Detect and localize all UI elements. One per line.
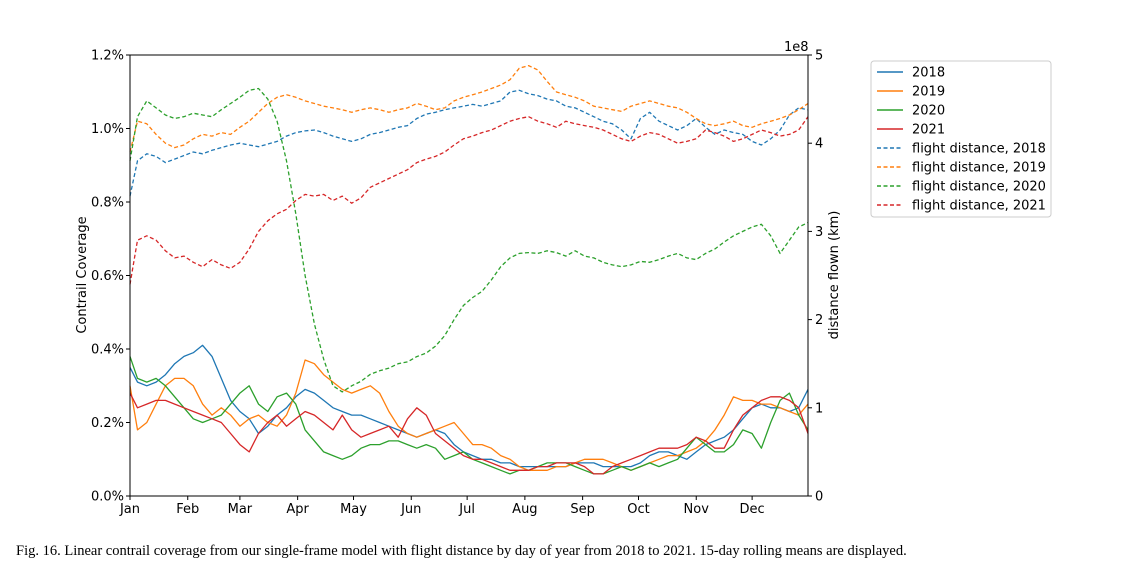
series-line-4 [129,89,809,197]
legend-label-4: flight distance, 2018 [912,142,1046,157]
legend: 2018 2019 2020 2021 flight distance, 2018 fli… [870,60,1052,218]
y-left-tick-label-0: 0.0% [91,490,124,505]
series-line-6 [129,87,809,393]
series-layer [129,64,809,475]
legend-label-2: 2020 [912,104,945,119]
y-axis-right-label: distance flown (km) [827,211,842,340]
x-tick-label-5: Jun [400,502,421,517]
y-left-tick-label-6: 1.2% [91,49,124,64]
x-tick-label-7: Aug [512,502,537,517]
x-tick-label-0: Jan [119,502,140,517]
legend-box [870,60,1052,218]
legend-label-6: flight distance, 2020 [912,180,1046,195]
series-line-3 [129,392,809,475]
x-tick-label-1: Feb [176,502,199,517]
legend-label-7: flight distance, 2021 [912,199,1046,214]
x-axis: Jan Feb Mar Apr May Jun Jul Aug Sep Oct Nov Dec [119,496,765,517]
series-line-7 [129,116,809,285]
legend-label-0: 2018 [912,66,945,81]
y-left-tick-label-2: 0.4% [91,343,124,358]
x-tick-label-2: Mar [228,502,253,517]
legend-label-1: 2019 [912,85,945,100]
x-tick-label-6: Jul [458,502,475,517]
x-tick-label-8: Sep [570,502,595,517]
x-tick-label-10: Nov [684,502,710,517]
y-left-tick-label-5: 1.0% [91,122,124,137]
x-tick-label-11: Dec [740,502,765,517]
series-line-5 [129,64,809,153]
y-axis-left-label: Contrail Coverage [75,216,90,333]
y-axis-right: 0 1 2 3 4 5 [808,49,823,505]
y-right-tick-label-0: 0 [815,490,823,505]
legend-label-5: flight distance, 2019 [912,161,1046,176]
x-tick-label-9: Oct [627,502,649,517]
y-axis-left: 0.0% 0.2% 0.4% 0.6% 0.8% 1.0% 1.2% [91,49,130,505]
legend-label-3: 2021 [912,123,945,138]
x-tick-label-4: May [340,502,367,517]
x-tick-label-3: Apr [286,502,309,517]
y-right-tick-label-4: 4 [815,137,823,152]
plot-frame [129,54,809,497]
y-right-tick-label-2: 2 [815,313,823,328]
series-line-1 [129,359,809,471]
y-right-tick-label-3: 3 [815,225,823,240]
y-left-tick-label-1: 0.2% [91,416,124,431]
y-left-tick-label-3: 0.6% [91,269,124,284]
y-axis-right-multiplier: 1e8 [784,40,809,55]
series-line-2 [129,356,809,475]
series-line-0 [129,344,809,468]
y-right-tick-label-5: 5 [815,49,823,64]
figure-caption: Fig. 16. Linear contrail coverage from o… [16,543,907,559]
y-left-tick-label-4: 0.8% [91,196,124,211]
y-right-tick-label-1: 1 [815,401,823,416]
